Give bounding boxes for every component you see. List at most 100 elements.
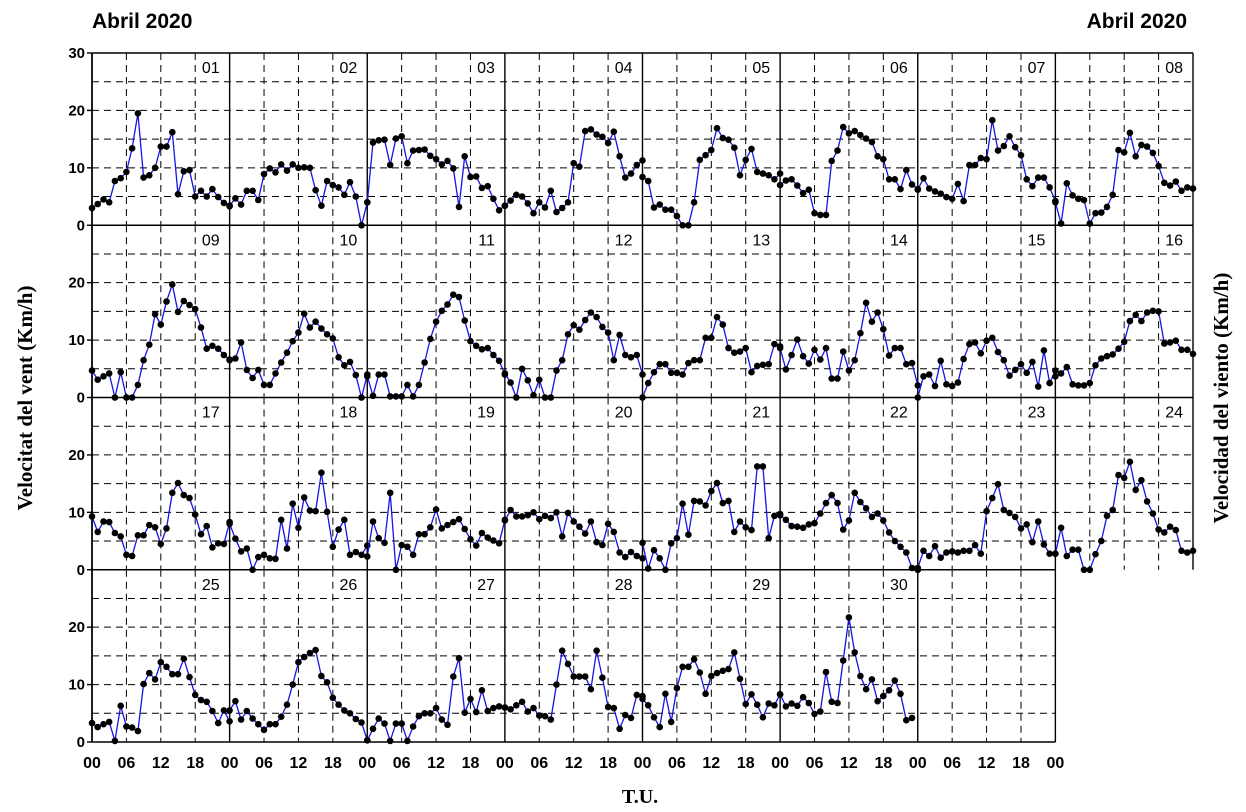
data-point xyxy=(163,143,170,150)
data-point xyxy=(530,704,537,712)
data-point xyxy=(249,187,256,195)
data-point xyxy=(868,513,876,521)
data-point xyxy=(541,204,549,211)
data-point xyxy=(868,318,876,326)
data-point xyxy=(731,349,738,357)
data-point xyxy=(650,368,658,376)
data-point xyxy=(753,701,761,708)
data-point xyxy=(501,370,509,377)
data-point xyxy=(318,672,325,680)
x-tick-label: 06 xyxy=(668,755,686,772)
data-point xyxy=(708,487,715,495)
data-point xyxy=(673,684,681,692)
data-point xyxy=(587,126,595,133)
day-series-04 xyxy=(501,126,646,217)
data-point xyxy=(295,658,302,666)
day-series-06 xyxy=(776,123,922,219)
day-label: 26 xyxy=(339,577,357,594)
day-series-15 xyxy=(914,334,1059,401)
data-point xyxy=(300,310,308,318)
day-label: 03 xyxy=(477,60,495,77)
data-point xyxy=(885,176,893,183)
data-point xyxy=(547,187,555,195)
data-point xyxy=(272,720,279,728)
data-point xyxy=(1080,196,1088,204)
data-point xyxy=(111,177,119,185)
data-point xyxy=(662,360,669,368)
data-point xyxy=(925,185,933,192)
data-point xyxy=(1149,149,1157,157)
data-point xyxy=(415,530,423,538)
day-series-02 xyxy=(226,161,371,229)
data-point xyxy=(484,344,492,352)
left-title: Abril 2020 xyxy=(92,10,192,33)
data-point xyxy=(914,564,922,572)
data-point xyxy=(1143,309,1151,316)
data-point xyxy=(753,362,761,370)
data-point xyxy=(828,491,835,499)
data-point xyxy=(472,708,480,716)
data-point xyxy=(323,508,331,516)
data-point xyxy=(157,321,165,328)
right-title: Abril 2020 xyxy=(1087,10,1187,33)
data-point xyxy=(667,369,675,377)
data-point xyxy=(283,545,291,552)
data-point xyxy=(289,681,297,688)
data-point xyxy=(914,394,922,401)
data-point xyxy=(427,710,434,717)
data-point xyxy=(524,708,532,715)
data-point xyxy=(731,649,738,656)
data-point xyxy=(1057,524,1065,532)
data-point xyxy=(163,525,170,532)
data-point xyxy=(197,696,205,704)
data-point xyxy=(375,371,383,378)
data-point xyxy=(478,529,486,537)
data-point xyxy=(151,164,159,172)
data-point xyxy=(822,344,830,352)
data-point xyxy=(1109,506,1116,514)
data-point xyxy=(644,379,652,387)
data-point xyxy=(627,354,635,361)
data-point xyxy=(335,701,342,708)
y-tick-label: 30 xyxy=(68,45,85,62)
data-point xyxy=(811,346,818,354)
day-label: 25 xyxy=(202,577,220,594)
data-point xyxy=(874,510,881,517)
data-point xyxy=(845,517,853,524)
data-point xyxy=(713,479,721,487)
data-point xyxy=(943,381,950,388)
data-point xyxy=(960,197,967,205)
x-axis-title: T.U. xyxy=(622,786,658,808)
x-tick-label: 12 xyxy=(978,755,996,772)
data-point xyxy=(811,209,818,217)
data-point xyxy=(105,199,113,206)
data-point xyxy=(495,703,503,710)
day-series-29 xyxy=(639,649,784,731)
data-point xyxy=(920,373,927,380)
data-point xyxy=(450,673,457,680)
data-point xyxy=(1178,187,1185,195)
data-point xyxy=(226,202,233,209)
data-point xyxy=(455,654,463,662)
data-point xyxy=(220,707,228,714)
data-point xyxy=(501,517,509,524)
data-point xyxy=(748,526,755,534)
data-point xyxy=(501,202,509,209)
data-point xyxy=(88,204,96,212)
data-point xyxy=(771,340,778,348)
data-point xyxy=(817,211,824,219)
data-point xyxy=(94,376,101,384)
data-point xyxy=(1069,546,1076,553)
data-point xyxy=(931,188,939,195)
data-point xyxy=(277,713,285,720)
data-point xyxy=(467,695,474,703)
data-point xyxy=(495,207,503,214)
data-point xyxy=(375,715,383,722)
day-series-16 xyxy=(1052,307,1197,389)
data-point xyxy=(937,357,944,365)
data-point xyxy=(719,667,727,675)
data-point xyxy=(341,516,348,524)
data-point xyxy=(318,202,325,209)
data-point xyxy=(134,381,142,389)
